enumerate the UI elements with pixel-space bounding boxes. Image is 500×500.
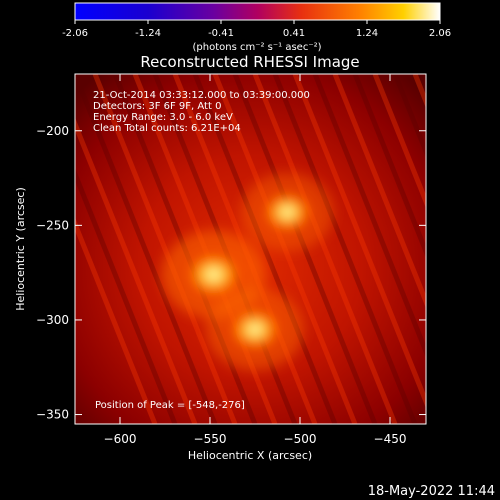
x-axis-label: Heliocentric X (arcsec) xyxy=(188,449,312,462)
info-line: 21-Oct-2014 03:33:12.000 to 03:39:00.000 xyxy=(93,90,310,101)
x-tick-label: −600 xyxy=(104,432,137,446)
colorbar-tick-label: 0.41 xyxy=(283,28,305,39)
y-tick-label: −300 xyxy=(36,313,69,327)
x-tick-label: −450 xyxy=(374,432,407,446)
info-line: Energy Range: 3.0 - 6.0 keV xyxy=(93,112,233,123)
colorbar-unit-label: (photons cm⁻² s⁻¹ asec⁻²) xyxy=(192,42,321,53)
x-tick-label: −550 xyxy=(194,432,227,446)
x-tick-label: −500 xyxy=(284,432,317,446)
peak-position-label: Position of Peak = [-548,-276] xyxy=(95,400,245,411)
y-axis-label: Heliocentric Y (arcsec) xyxy=(14,187,27,311)
source-core xyxy=(259,189,316,236)
y-tick-label: −250 xyxy=(36,218,69,232)
colorbar-tick-label: -2.06 xyxy=(62,28,88,39)
info-text-block: 21-Oct-2014 03:33:12.000 to 03:39:00.000… xyxy=(93,90,310,134)
colorbar-tick-label: -0.41 xyxy=(208,28,234,39)
chart-title: Reconstructed RHESSI Image xyxy=(140,53,359,71)
y-tick-label: −200 xyxy=(36,124,69,138)
colorbar-ticks: -2.06 -1.24 -0.41 0.41 1.24 2.06 xyxy=(62,20,451,39)
heatmap-image xyxy=(75,74,426,424)
source-core xyxy=(181,248,246,301)
axis-ticks: −600 −550 −500 −450 −200 −250 −300 −350 xyxy=(36,74,426,446)
colorbar-tick-label: 2.06 xyxy=(429,28,451,39)
info-line: Detectors: 3F 6F 9F, Att 0 xyxy=(93,101,221,112)
colorbar-tick-label: 1.24 xyxy=(356,28,378,39)
plot-frame xyxy=(74,73,427,425)
footer-timestamp: 18-May-2022 11:44 xyxy=(368,484,495,499)
y-tick-label: −350 xyxy=(36,408,69,422)
colorbar xyxy=(74,2,441,21)
source-core xyxy=(225,305,285,354)
colorbar-tick-label: -1.24 xyxy=(135,28,161,39)
info-line: Clean Total counts: 6.21E+04 xyxy=(93,123,241,134)
